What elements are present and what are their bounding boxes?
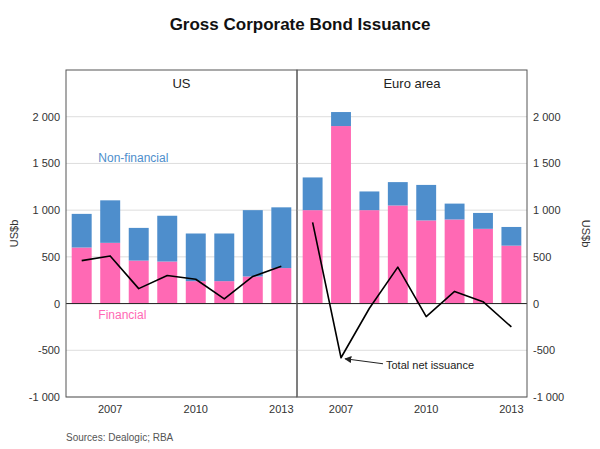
chart-root: -1 000 -500 0 500 1 000 1 500 2 000 US$b 2007 201… bbox=[0, 0, 600, 449]
y-tick-label: 1 500 bbox=[32, 157, 60, 169]
y-tick-label: 1 000 bbox=[32, 204, 60, 216]
bar bbox=[100, 200, 120, 243]
y-tick-labels: -1 000 -500 0 500 1 000 1 500 2 000 bbox=[533, 111, 564, 403]
grid-line bbox=[297, 303, 527, 304]
net-line bbox=[313, 222, 512, 357]
series-label: Non-financial bbox=[98, 151, 168, 165]
zero-line bbox=[297, 303, 527, 304]
y-tick-label: 500 bbox=[533, 251, 551, 263]
grid-line bbox=[66, 350, 297, 351]
grid-line bbox=[66, 303, 297, 304]
bar bbox=[186, 234, 206, 282]
bar bbox=[331, 126, 351, 304]
y-tick-label: 2 000 bbox=[32, 111, 60, 123]
bar bbox=[501, 227, 521, 246]
annotation: Total net issuance bbox=[386, 359, 474, 371]
plot-frame bbox=[297, 70, 527, 397]
bar bbox=[445, 204, 465, 220]
plot-frame bbox=[66, 70, 297, 397]
y-tick-label: 1 000 bbox=[533, 204, 561, 216]
net-line bbox=[82, 256, 282, 299]
source-note: Sources: Dealogic; RBA bbox=[66, 432, 174, 443]
zero-line bbox=[66, 303, 297, 304]
bar bbox=[129, 228, 149, 261]
x-tick-labels: 2007 2010 2013 bbox=[329, 403, 524, 415]
bar bbox=[243, 276, 263, 303]
x-tick-label: 2010 bbox=[184, 403, 208, 415]
bar bbox=[359, 210, 379, 303]
bar bbox=[416, 185, 436, 221]
bar bbox=[243, 210, 263, 276]
y-tick-label: 1 500 bbox=[533, 157, 561, 169]
x-tick-label: 2013 bbox=[499, 403, 523, 415]
bar bbox=[473, 213, 493, 229]
marks bbox=[66, 200, 297, 303]
grid bbox=[66, 117, 297, 397]
bar bbox=[72, 248, 92, 304]
bar bbox=[331, 112, 351, 126]
bar bbox=[72, 214, 92, 248]
grid-line bbox=[66, 116, 297, 117]
bar bbox=[416, 220, 436, 303]
y-tick-label: 500 bbox=[42, 251, 60, 263]
title: Gross Corporate Bond Issuance bbox=[170, 15, 431, 34]
y-tick-label: -1 000 bbox=[533, 391, 564, 403]
bar bbox=[100, 243, 120, 304]
y-axis-label: US$b bbox=[8, 220, 20, 248]
bar bbox=[303, 177, 323, 210]
bar bbox=[473, 229, 493, 304]
y-tick-label: -1 000 bbox=[29, 391, 60, 403]
marks bbox=[297, 112, 527, 358]
panel: -1 000 -500 0 500 1 000 1 500 2 000 US$b 2007 201… bbox=[297, 70, 592, 415]
y-tick-label: 2 000 bbox=[533, 111, 561, 123]
x-tick-label: 2010 bbox=[414, 403, 438, 415]
bar bbox=[388, 182, 408, 205]
annotation-arrow bbox=[345, 359, 383, 364]
y-tick-label: -500 bbox=[38, 344, 60, 356]
bar bbox=[129, 261, 149, 304]
bar bbox=[388, 205, 408, 303]
y-axis-label: US$b bbox=[580, 220, 592, 248]
grid-line bbox=[297, 350, 527, 351]
bar bbox=[157, 262, 177, 304]
grid bbox=[297, 117, 527, 397]
bar bbox=[271, 207, 291, 268]
x-tick-label: 2007 bbox=[329, 403, 353, 415]
panel: -1 000 -500 0 500 1 000 1 500 2 000 US$b 2007 201… bbox=[8, 70, 297, 415]
x-tick-label: 2007 bbox=[98, 403, 122, 415]
series-label: Financial bbox=[98, 308, 146, 322]
bar bbox=[214, 234, 234, 282]
bar bbox=[359, 191, 379, 210]
y-tick-label: 0 bbox=[54, 298, 60, 310]
bar bbox=[214, 281, 234, 303]
x-tick-labels: 2007 2010 2013 bbox=[98, 403, 294, 415]
bar bbox=[157, 216, 177, 262]
y-tick-label: 0 bbox=[533, 298, 539, 310]
y-tick-label: -500 bbox=[533, 344, 555, 356]
x-tick-label: 2013 bbox=[269, 403, 293, 415]
panel-label: Euro area bbox=[383, 76, 441, 91]
bar bbox=[271, 268, 291, 304]
bar bbox=[501, 246, 521, 304]
panel-label: US bbox=[172, 76, 190, 91]
y-tick-labels: -1 000 -500 0 500 1 000 1 500 2 000 bbox=[29, 111, 60, 403]
